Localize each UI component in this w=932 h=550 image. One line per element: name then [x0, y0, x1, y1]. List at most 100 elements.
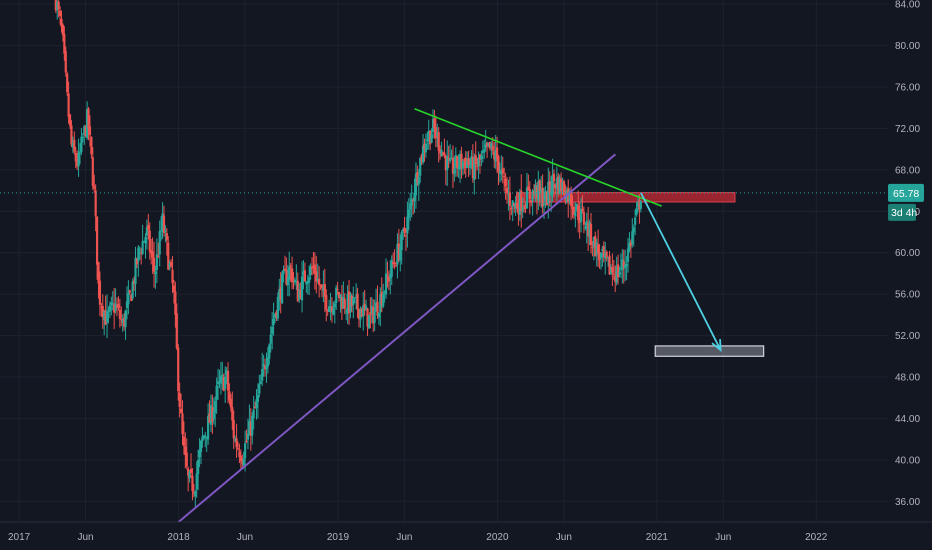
candle-169 — [295, 264, 298, 291]
candle-261 — [426, 131, 429, 151]
candle-367 — [577, 190, 580, 233]
candle-203 — [343, 293, 346, 315]
y-tick-label: 68.00 — [895, 165, 920, 176]
candle-55 — [132, 276, 136, 292]
candle-381 — [597, 229, 600, 267]
candle-217 — [363, 289, 366, 316]
candle-263 — [429, 130, 432, 151]
candle-387 — [605, 250, 608, 262]
candle-291 — [468, 157, 472, 176]
candle-68 — [151, 237, 154, 274]
candle-79 — [167, 236, 170, 270]
candle-253 — [414, 162, 418, 209]
candle-313 — [500, 155, 503, 181]
candle-35 — [104, 295, 107, 326]
x-tick-label: Jun — [556, 532, 572, 543]
candle-379 — [594, 231, 597, 257]
candle-28 — [94, 184, 97, 232]
candle-250 — [410, 184, 413, 218]
candle-182 — [313, 252, 316, 290]
candle-9 — [67, 81, 70, 124]
target-zone[interactable] — [654, 345, 765, 357]
candle-219 — [366, 307, 369, 337]
projection-arrow[interactable] — [640, 192, 722, 353]
candle-31 — [98, 271, 102, 317]
candle-334 — [530, 199, 533, 207]
candle-297 — [477, 151, 480, 180]
candle-269 — [437, 127, 440, 163]
candle-166 — [290, 256, 294, 290]
candle-120 — [225, 367, 228, 385]
candle-279 — [451, 145, 455, 189]
candle-340 — [538, 179, 541, 207]
candle-368 — [578, 201, 581, 239]
candle-364 — [572, 201, 576, 220]
candle-123 — [229, 393, 232, 412]
candle-369 — [579, 197, 583, 233]
candle-146 — [262, 354, 265, 377]
candle-322 — [513, 202, 516, 213]
candle-21 — [84, 124, 87, 138]
candle-147 — [263, 358, 267, 377]
x-axis[interactable]: 2017 Jun 2018 Jun 2019 Jun 2020 Jun 2021 Jun 2022 — [0, 521, 932, 550]
candle-160 — [282, 265, 285, 283]
candle-134 — [245, 429, 248, 444]
candle-382 — [598, 243, 601, 269]
resistance-trendline[interactable] — [414, 108, 662, 207]
candle-22 — [86, 101, 89, 140]
candle-91 — [184, 432, 187, 469]
candle-111 — [212, 397, 215, 425]
candle-411 — [639, 199, 642, 213]
candle-347 — [548, 171, 551, 207]
candle-294 — [473, 153, 476, 195]
candle-400 — [624, 249, 627, 282]
candle-344 — [544, 186, 547, 208]
y-tick-label: 52.00 — [895, 331, 920, 342]
y-tick-label: 48.00 — [895, 373, 920, 384]
y-tick-label: 72.00 — [895, 124, 920, 135]
candle-275 — [446, 140, 449, 187]
candle-383 — [599, 251, 603, 270]
x-tick-label: Jun — [715, 532, 731, 543]
candle-258 — [421, 133, 425, 165]
candle-270 — [439, 145, 442, 160]
last-price-badge: 65.78 — [888, 183, 924, 202]
candle-2 — [57, 0, 60, 18]
candle-115 — [218, 369, 221, 389]
candle-40 — [111, 291, 114, 311]
candle-188 — [322, 270, 325, 303]
candle-4 — [60, 10, 63, 33]
support-trendline[interactable] — [177, 153, 617, 523]
candle-399 — [622, 249, 625, 284]
candle-148 — [265, 352, 268, 383]
candle-234 — [387, 270, 390, 290]
candle-341 — [540, 176, 543, 208]
interval-label: 3d 4h — [891, 207, 917, 219]
candle-143 — [258, 374, 261, 398]
grid-lines — [0, 0, 888, 522]
candle-345 — [545, 190, 548, 206]
candle-251 — [411, 197, 415, 215]
candle-284 — [458, 150, 462, 183]
y-axis[interactable]: 36.0040.0044.0048.0052.0056.0060.0064.00… — [888, 0, 932, 550]
candle-69 — [152, 241, 156, 288]
candle-23 — [87, 106, 90, 141]
candle-320 — [510, 205, 513, 216]
candle-101 — [198, 438, 201, 468]
candle-0 — [54, 0, 57, 13]
candle-288 — [464, 151, 467, 178]
candle-133 — [244, 430, 247, 472]
candle-202 — [342, 281, 345, 310]
candle-52 — [128, 289, 131, 295]
candle-372 — [584, 222, 587, 231]
candle-90 — [182, 421, 186, 455]
candle-310 — [495, 136, 499, 174]
candle-113 — [215, 377, 218, 414]
candle-410 — [638, 194, 641, 224]
y-tick-label: 80.00 — [895, 41, 920, 52]
candle-6 — [63, 26, 66, 61]
candle-299 — [480, 150, 483, 167]
y-tick-label: 56.00 — [895, 290, 920, 301]
